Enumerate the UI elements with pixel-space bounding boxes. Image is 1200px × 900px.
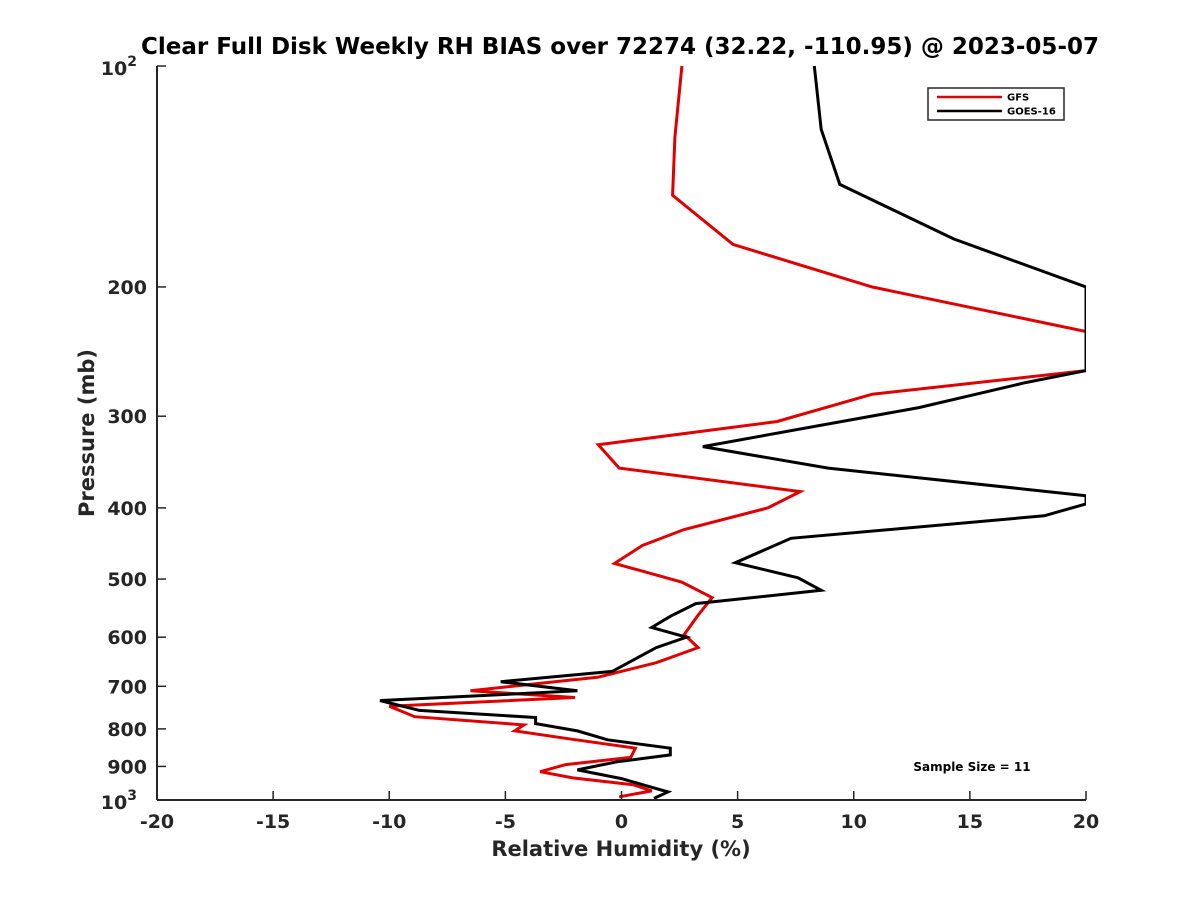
y-axis-label: Pressure (mb) <box>75 349 99 517</box>
chart-title: Clear Full Disk Weekly RH BIAS over 7227… <box>141 34 1099 60</box>
x-tick-label: 10 <box>841 811 867 833</box>
x-tick-label: -15 <box>256 811 290 833</box>
legend-label: GFS <box>1007 93 1029 104</box>
x-tick-label: 15 <box>957 811 983 833</box>
legend-label: GOES-16 <box>1007 107 1056 118</box>
legend: GFS GOES-16 <box>927 87 1065 121</box>
x-tick-label: 5 <box>731 811 744 833</box>
x-tick-label: -5 <box>495 811 516 833</box>
x-tick-label: -20 <box>140 811 174 833</box>
x-tick-label: 20 <box>1073 811 1099 833</box>
y-tick-label: 800 <box>107 719 147 741</box>
x-ticks: -20 -15 -10 -5 0 5 10 15 20 <box>140 791 1099 833</box>
y-tick-label: 200 <box>107 277 147 299</box>
y-tick-label: 900 <box>107 756 147 778</box>
y-tick-label: 700 <box>107 676 147 698</box>
y-tick-label: 300 <box>107 406 147 428</box>
x-tick-label: -10 <box>372 811 406 833</box>
series-line-gfs <box>388 65 1086 799</box>
x-axis-label: Relative Humidity (%) <box>491 837 750 861</box>
legend-box <box>927 87 1065 121</box>
series-lines <box>379 65 1086 800</box>
y-tick-label: 400 <box>107 498 147 520</box>
sample-size-note: Sample Size = 11 <box>913 760 1030 774</box>
y-tick-label: 500 <box>107 569 147 591</box>
x-tick-label: 0 <box>615 811 628 833</box>
series-line-goes-16 <box>379 65 1086 800</box>
y-tick-label: 600 <box>107 627 147 649</box>
